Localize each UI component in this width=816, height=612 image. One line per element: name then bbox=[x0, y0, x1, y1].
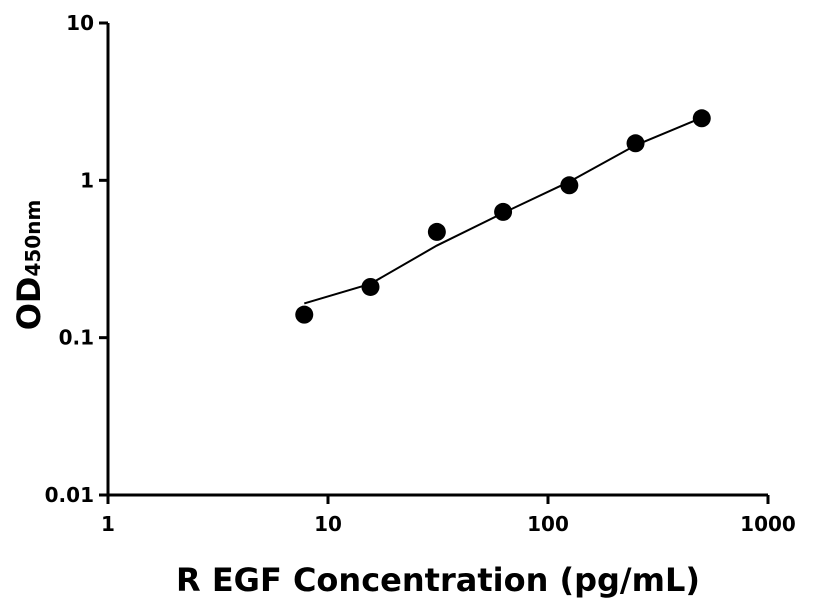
y-axis-label-sub: 450nm bbox=[21, 200, 45, 277]
data-point bbox=[361, 277, 380, 296]
y-axis-label-main: OD bbox=[10, 277, 48, 331]
data-point bbox=[494, 202, 513, 221]
data-point bbox=[560, 176, 579, 195]
data-point bbox=[626, 134, 645, 153]
x-tick-label: 1000 bbox=[740, 512, 796, 536]
y-tick-label: 0.01 bbox=[45, 483, 94, 507]
x-tick-label: 100 bbox=[527, 512, 569, 536]
data-point bbox=[692, 109, 711, 128]
y-tick-label: 10 bbox=[66, 11, 94, 35]
y-axis-label: OD450nm bbox=[10, 200, 48, 331]
y-tick-label: 1 bbox=[80, 168, 94, 192]
data-point bbox=[295, 305, 314, 324]
data-point bbox=[427, 222, 446, 241]
x-tick-label: 10 bbox=[314, 512, 342, 536]
x-tick-label: 1 bbox=[101, 512, 115, 536]
x-axis-label: R EGF Concentration (pg/mL) bbox=[176, 561, 700, 599]
y-tick-label: 0.1 bbox=[59, 326, 94, 350]
